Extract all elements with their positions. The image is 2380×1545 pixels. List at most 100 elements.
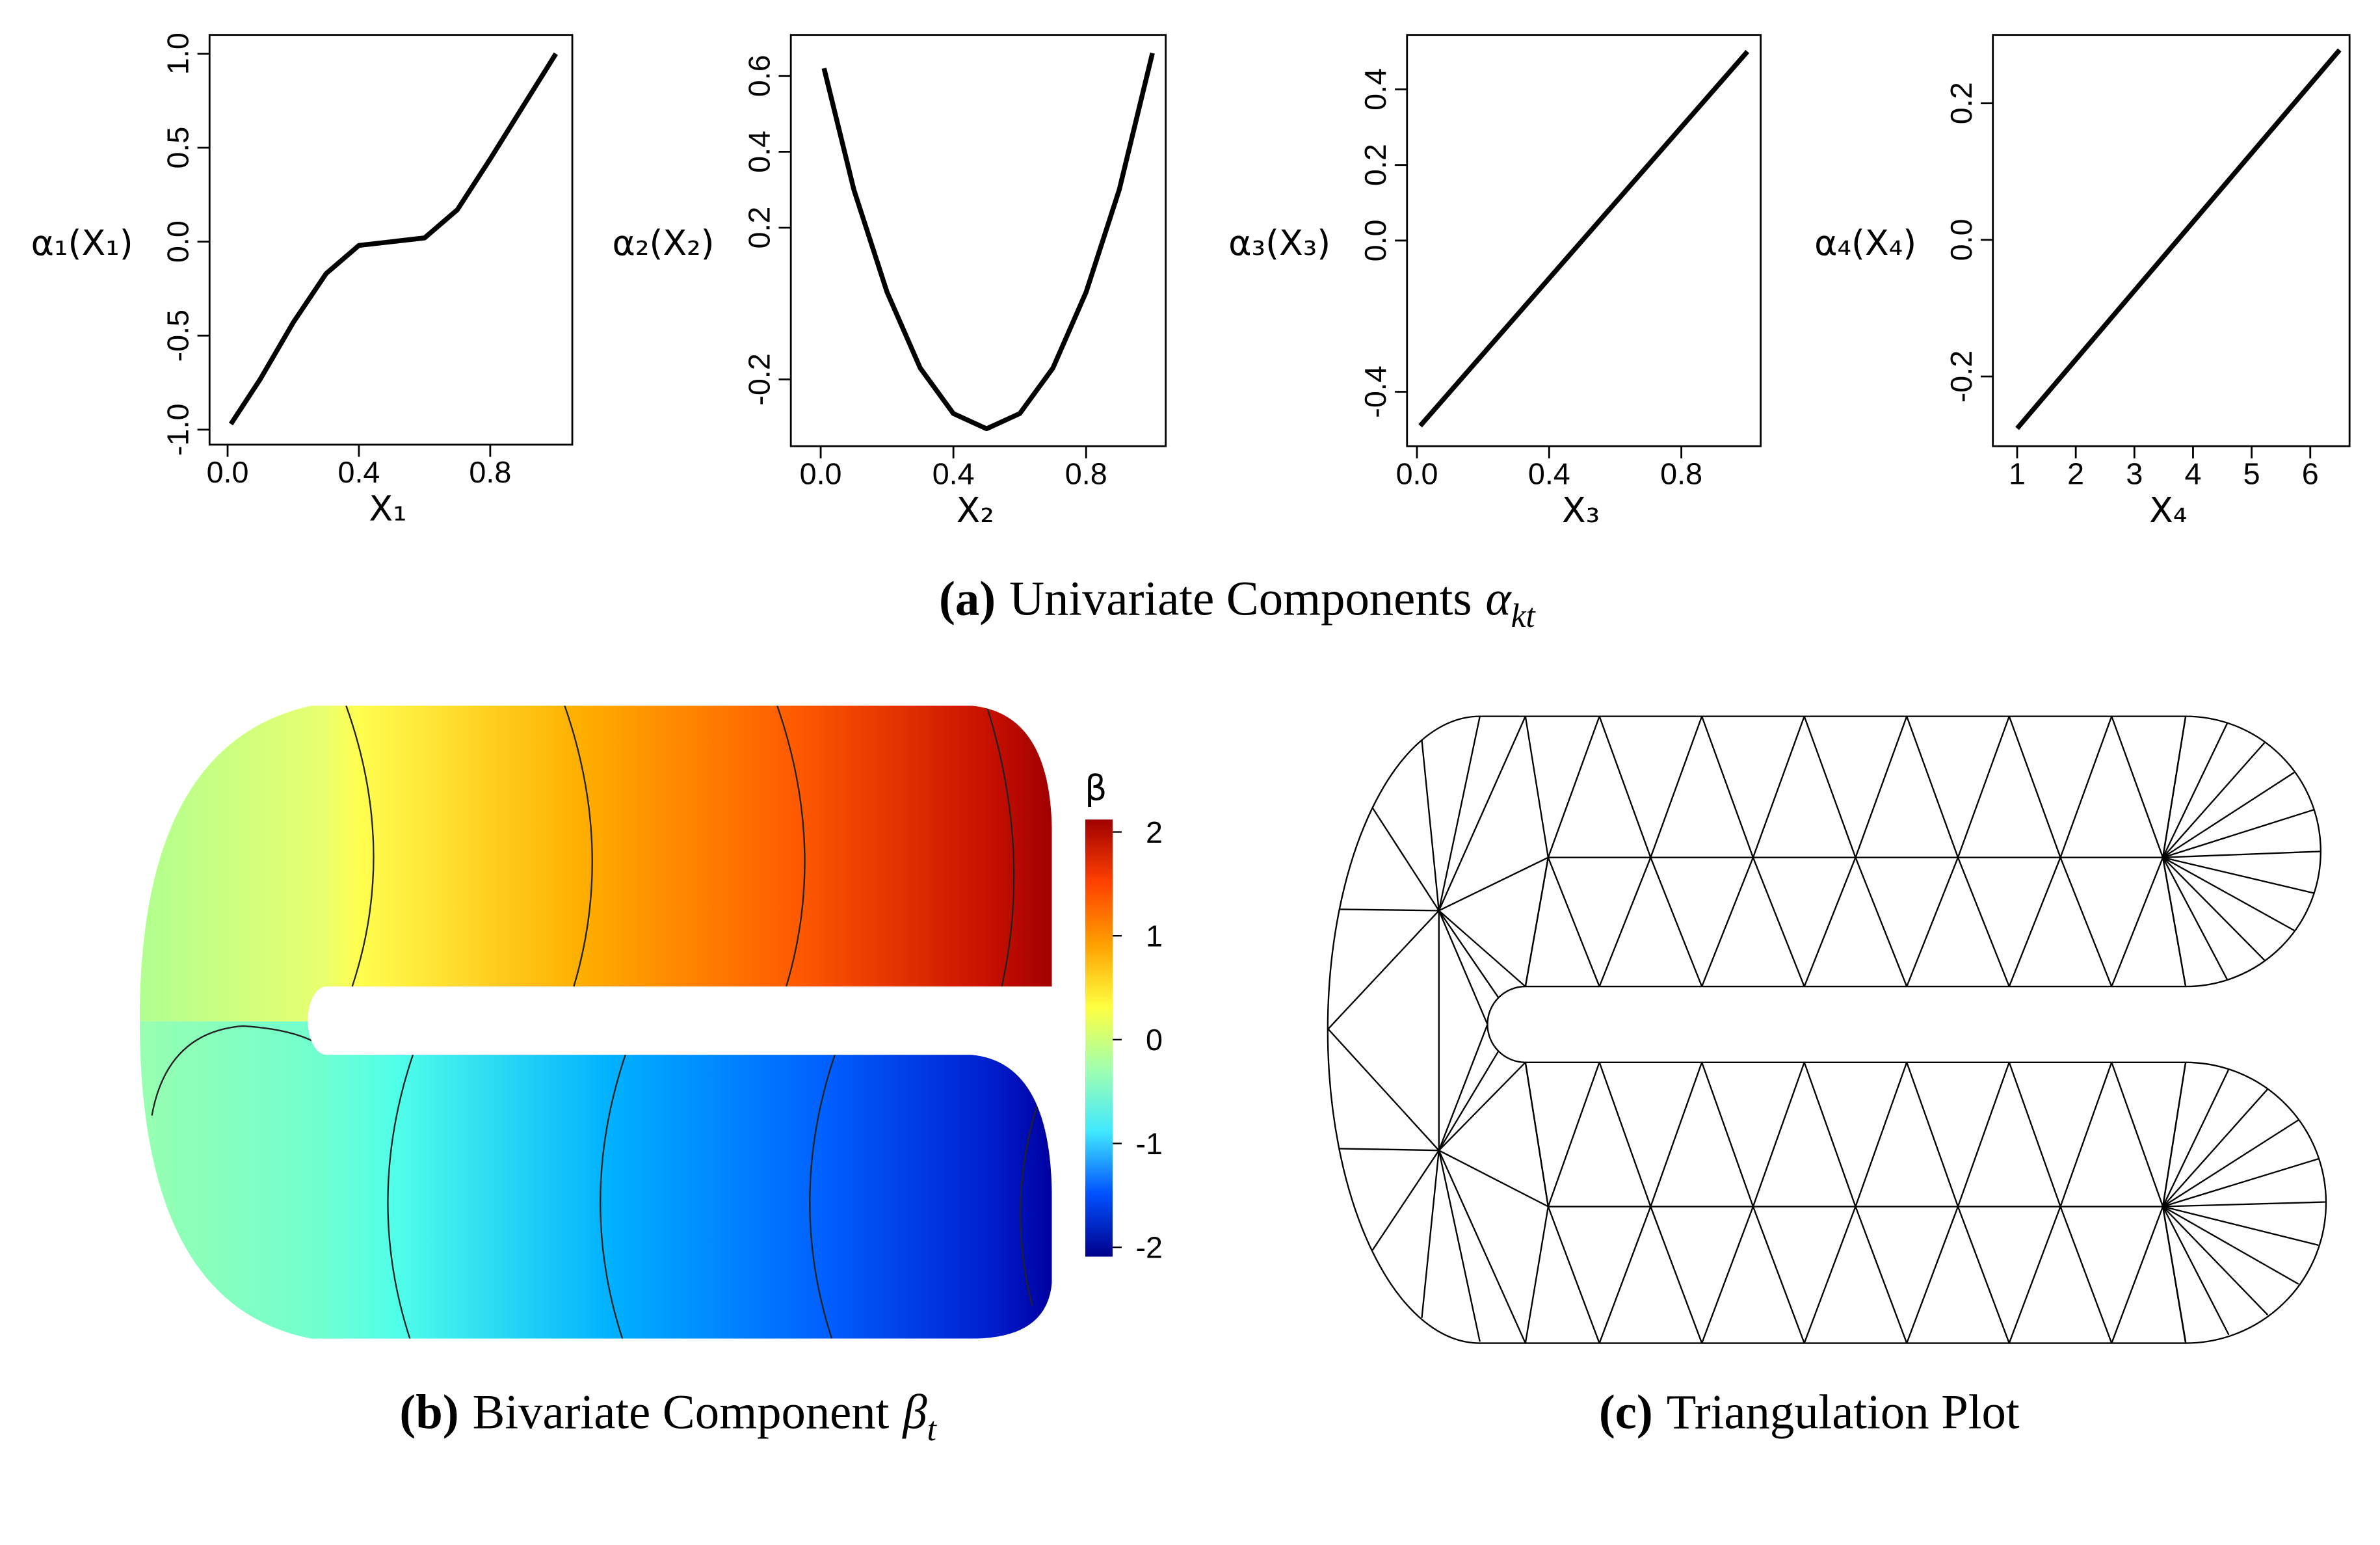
caption-text: Triangulation Plot <box>1667 1385 2020 1439</box>
edge <box>1598 1062 1652 1207</box>
x-tick-label: 0.4 <box>1528 457 1570 491</box>
edge <box>1701 1062 1754 1207</box>
edge <box>1524 857 1549 987</box>
edge <box>2111 1206 2164 1343</box>
x-tick-label: 0.4 <box>338 455 380 489</box>
edge <box>1438 910 1499 998</box>
edge <box>2162 856 2266 962</box>
edge <box>2111 716 2164 858</box>
edge <box>1957 716 2010 858</box>
edge <box>1438 1061 1526 1151</box>
edge <box>2008 1206 2061 1343</box>
edge <box>1421 1150 1440 1318</box>
edge <box>1327 1028 1440 1151</box>
edge <box>1438 1051 1499 1151</box>
y-tick-label: 0.0 <box>1944 218 1978 261</box>
field-lower <box>139 1021 1052 1339</box>
edge <box>1752 716 1805 858</box>
edge <box>1650 857 1703 987</box>
edge <box>1524 1062 1549 1207</box>
plot-frame <box>789 34 1167 447</box>
x-tick-label: 2 <box>2067 457 2084 491</box>
edge <box>2059 1062 2113 1207</box>
edge <box>1650 716 1703 858</box>
edge <box>1598 716 1652 858</box>
field-upper <box>139 706 1052 1022</box>
curve <box>821 52 1155 432</box>
edge <box>2162 857 2187 987</box>
edge <box>1438 1150 1481 1342</box>
caption: (a) Univariate Components αkt <box>939 572 1536 635</box>
edge <box>1957 1062 2010 1207</box>
edge <box>1957 1206 2010 1343</box>
edge <box>2111 857 2164 987</box>
y-tick-label: 0.5 <box>161 127 195 169</box>
edge <box>1803 1062 1857 1207</box>
y-axis-label: α₂(X₂) <box>613 222 715 263</box>
caption-label: (c) <box>1599 1385 1653 1439</box>
edge <box>2059 716 2113 858</box>
contours <box>151 706 1042 1339</box>
edge <box>2008 857 2061 987</box>
edge <box>1438 1024 1488 1151</box>
edge <box>1438 856 1549 912</box>
edge <box>2162 1206 2299 1285</box>
caption-text: Univariate Components <box>1009 572 1472 626</box>
edge <box>1803 716 1857 858</box>
edge <box>1547 716 1600 858</box>
edge <box>1906 716 1959 858</box>
x-tick-label: 0.8 <box>1065 457 1107 491</box>
edge <box>1855 1062 1908 1207</box>
edge <box>2162 1158 2319 1208</box>
x-tick-label: 4 <box>2184 457 2201 491</box>
edge <box>2162 1206 2187 1342</box>
curve <box>1418 49 1750 428</box>
edge <box>1752 1206 1805 1343</box>
x-axis-label: X₄ <box>2149 490 2187 531</box>
edge <box>2162 856 2314 894</box>
edge <box>1371 807 1440 912</box>
colorbar-tick-label: -1 <box>1135 1127 1162 1161</box>
edge <box>2162 716 2187 858</box>
caption-label: (a) <box>939 572 996 626</box>
x-tick-label: 0.0 <box>800 457 842 491</box>
edge <box>1438 716 1526 911</box>
y-tick-label: 0.0 <box>1358 220 1392 262</box>
y-tick-label: 0.2 <box>1944 82 1978 124</box>
y-tick-label: -0.2 <box>742 353 776 405</box>
x-axis-label: X₂ <box>957 490 994 531</box>
line-chart: 0.0 0.4 0.8 -0.2 0.2 0.4 0.6 X₂ α₂(X₂) <box>613 34 1167 531</box>
caption-text: Bivariate Component <box>473 1385 890 1439</box>
y-tick-label: -1.0 <box>161 404 195 456</box>
edge <box>1752 1062 1805 1207</box>
edge <box>2008 1062 2061 1207</box>
edge <box>2162 1206 2319 1247</box>
edge <box>1906 1062 1959 1207</box>
edge <box>1701 857 1754 987</box>
x-tick-label: 0.8 <box>1660 457 1702 491</box>
caption: (b) Bivariate Component βt <box>399 1385 937 1448</box>
y-axis-label: α₁(X₁) <box>31 222 133 263</box>
edge <box>1371 1150 1440 1251</box>
edge <box>1327 910 1440 1030</box>
curve <box>228 52 558 426</box>
captions: (a) Univariate Components αkt (b) Bivariate … <box>399 572 2020 1448</box>
y-tick-label: -0.4 <box>1358 365 1392 417</box>
x-tick-label: 3 <box>2126 457 2143 491</box>
edge <box>1701 716 1754 858</box>
colorbar-title: β <box>1085 767 1107 808</box>
edge <box>2162 722 2228 858</box>
edge <box>1855 716 1908 858</box>
edge <box>1803 857 1857 987</box>
edge <box>1340 908 1439 912</box>
edge <box>1524 1206 1549 1343</box>
x-tick-label: 6 <box>2302 457 2319 491</box>
caption-subscript: kt <box>1511 598 1537 635</box>
edge <box>2162 857 2228 981</box>
edge <box>1438 1150 1526 1344</box>
edge <box>1438 716 1481 911</box>
line-chart: 1 2 3 4 5 6 -0.2 0.0 0.2 X₄ α₄(X₄) <box>1814 34 2351 531</box>
y-tick-label: 0.0 <box>161 220 195 263</box>
edge <box>2059 857 2113 987</box>
